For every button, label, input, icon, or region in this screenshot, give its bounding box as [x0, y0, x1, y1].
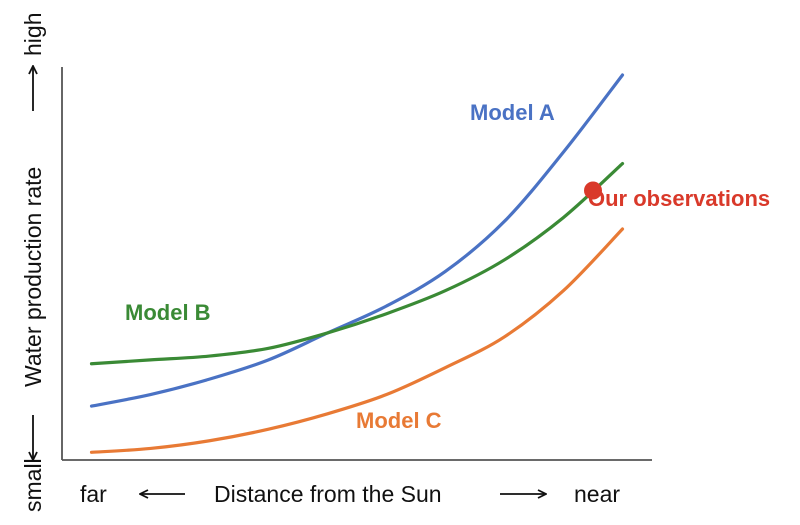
- series-label-model-a: Model A: [470, 100, 555, 125]
- observation-label: Our observations: [588, 186, 770, 211]
- series-line-model-c: [89, 227, 625, 454]
- x-axis-annotation: far Distance from the Sun near: [80, 481, 620, 507]
- x-low-label: far: [80, 481, 107, 507]
- series-line-model-a: [89, 73, 625, 408]
- y-high-label: high: [20, 13, 46, 56]
- y-axis-title: Water production rate: [20, 167, 46, 387]
- series-layer: [89, 73, 625, 454]
- x-high-label: near: [574, 481, 620, 507]
- axes: [61, 67, 652, 461]
- observation-point: [584, 181, 602, 200]
- series-label-model-b: Model B: [125, 300, 211, 325]
- y-axis-annotation: small Water production rate high: [20, 13, 46, 512]
- observation-points-layer: [584, 181, 602, 200]
- series-line-model-b: [89, 161, 625, 366]
- y-low-label: small: [20, 458, 46, 512]
- series-label-model-c: Model C: [356, 408, 442, 433]
- series-labels: Model A Model B Model C Our observations: [125, 100, 770, 433]
- x-axis-title: Distance from the Sun: [214, 481, 442, 507]
